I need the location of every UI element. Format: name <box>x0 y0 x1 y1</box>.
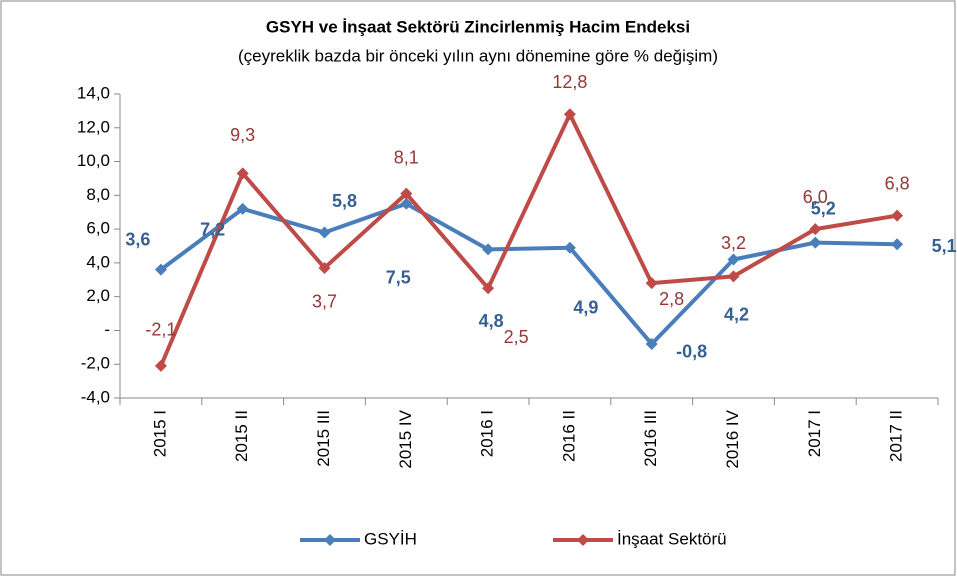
x-tick-label: 2015 IV <box>396 409 415 468</box>
data-point <box>318 226 331 239</box>
data-point <box>891 209 904 222</box>
y-tick-label: 14,0 <box>77 83 110 102</box>
data-point <box>318 261 331 274</box>
data-label: 6,8 <box>885 173 910 193</box>
data-label: 12,8 <box>552 72 587 92</box>
x-tick-label: 2016 IV <box>723 409 742 468</box>
y-tick-label: 4,0 <box>86 252 110 271</box>
y-tick-label: 2,0 <box>86 286 110 305</box>
data-label: 6,0 <box>803 187 828 207</box>
legend-label: İnşaat Sektörü <box>617 529 727 548</box>
data-label: 2,5 <box>504 327 529 347</box>
y-tick-label: - <box>104 320 110 339</box>
data-point <box>154 359 167 372</box>
data-label: 4,9 <box>573 297 598 317</box>
y-tick-label: 8,0 <box>86 185 110 204</box>
data-label: 7,5 <box>386 268 411 288</box>
data-point <box>154 263 167 276</box>
x-tick-label: 2016 III <box>641 410 660 467</box>
chart-title: GSYH ve İnşaat Sektörü Zincirlenmiş Haci… <box>266 17 690 36</box>
y-tick-label: -4,0 <box>81 387 110 406</box>
data-point <box>400 187 413 200</box>
data-point <box>645 337 658 350</box>
data-label: 4,8 <box>479 311 504 331</box>
data-label: 3,7 <box>312 292 337 312</box>
x-tick-label: 2015 II <box>232 410 251 462</box>
data-point <box>563 108 576 121</box>
x-tick-label: 2016 II <box>559 410 578 462</box>
chart-subtitle: (çeyreklik bazda bir önceki yılın aynı d… <box>238 46 718 65</box>
data-label: -2,1 <box>145 320 176 340</box>
x-tick-label: 2017 II <box>887 410 906 462</box>
y-tick-label: 12,0 <box>77 117 110 136</box>
data-label: 3,2 <box>721 233 746 253</box>
data-label: 4,2 <box>724 304 749 324</box>
data-point <box>809 223 822 236</box>
data-label: 9,3 <box>230 125 255 145</box>
data-point <box>236 202 249 215</box>
data-point <box>891 238 904 251</box>
legend-marker <box>577 534 589 546</box>
data-point <box>482 282 495 295</box>
data-point <box>236 167 249 180</box>
data-point <box>563 241 576 254</box>
y-tick-label: -2,0 <box>81 354 110 373</box>
data-point <box>809 236 822 249</box>
data-point <box>400 197 413 210</box>
legend-marker <box>324 534 336 546</box>
data-label: 8,1 <box>394 147 419 167</box>
x-tick-label: 2016 I <box>478 410 497 457</box>
x-tick-label: 2017 I <box>805 410 824 457</box>
data-label: 5,2 <box>811 198 836 218</box>
data-point <box>482 243 495 256</box>
data-point <box>727 270 740 283</box>
data-label: 5,1 <box>932 236 957 256</box>
data-label: 5,8 <box>332 191 357 211</box>
data-label: -0,8 <box>676 342 707 362</box>
x-tick-label: 2015 I <box>150 410 169 457</box>
data-label: 3,6 <box>125 229 150 249</box>
series-line <box>159 112 898 367</box>
data-point <box>727 253 740 266</box>
y-tick-label: 6,0 <box>86 219 110 238</box>
data-label: 7,2 <box>200 220 225 240</box>
x-tick-label: 2015 III <box>314 410 333 467</box>
data-point <box>645 277 658 290</box>
y-tick-label: 10,0 <box>77 151 110 170</box>
legend-label: GSYİH <box>364 529 417 548</box>
data-label: 2,8 <box>659 289 684 309</box>
